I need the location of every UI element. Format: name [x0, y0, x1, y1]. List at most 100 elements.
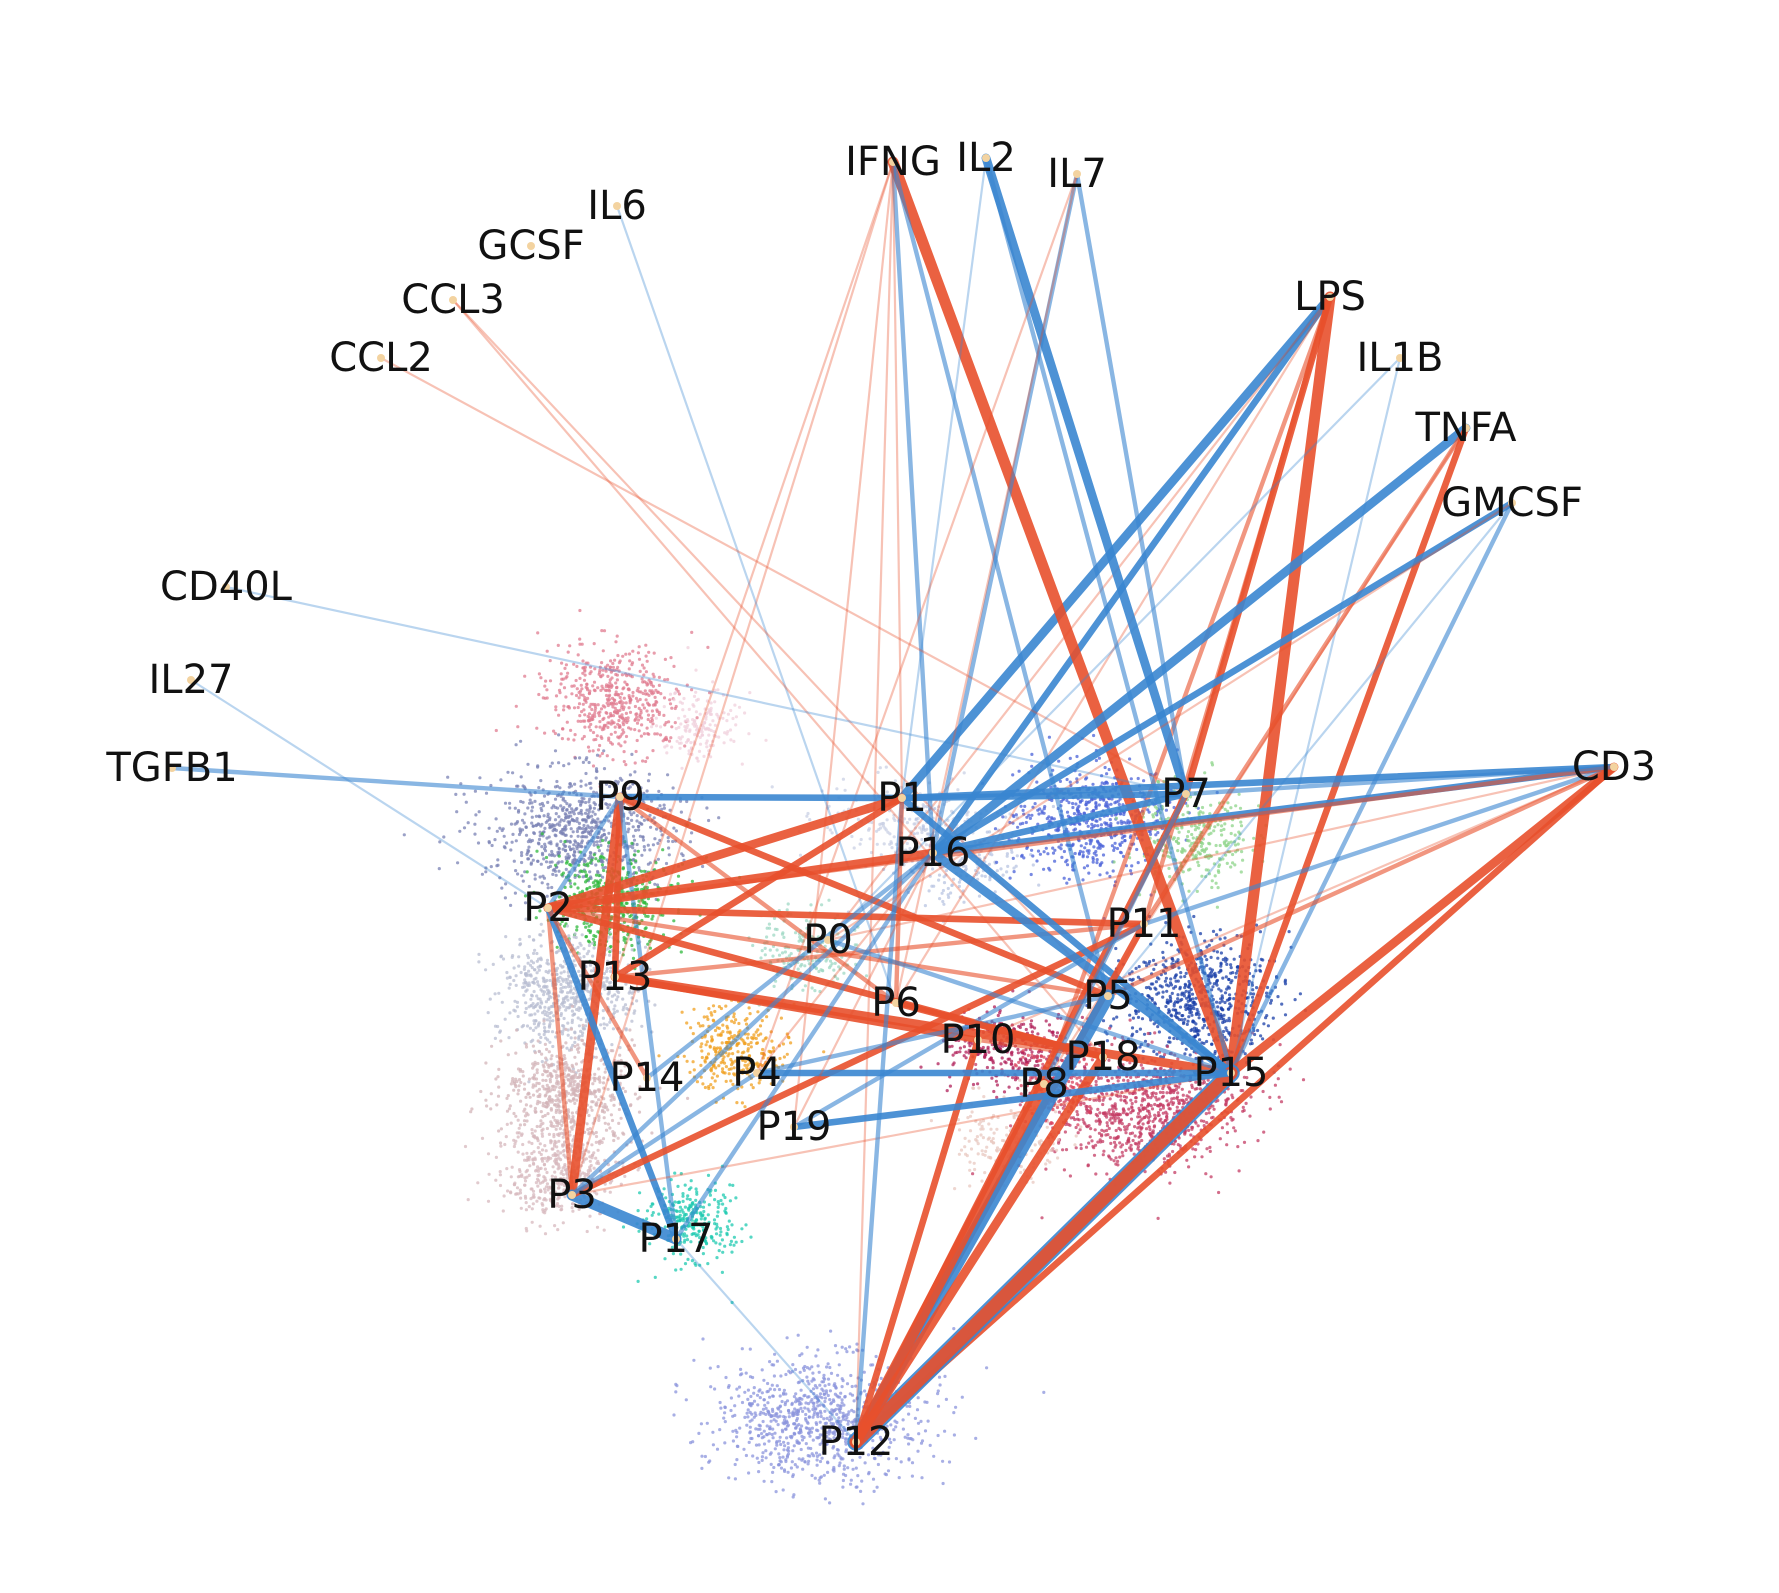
- node-label-p13: P13: [577, 954, 652, 1000]
- node-label-p18: P18: [1065, 1034, 1140, 1080]
- node-label-cd3: CD3: [1572, 744, 1656, 790]
- edge-p16-p15: [928, 848, 1236, 1078]
- edge-tnfa-p15: [1227, 424, 1470, 1077]
- node-p12: [852, 1438, 860, 1446]
- node-tgfb1: [168, 764, 176, 772]
- node-il1b: [1396, 354, 1404, 362]
- node-label-p12: P12: [818, 1419, 893, 1465]
- edge-p2-p17: [544, 904, 680, 1243]
- edge-ifng-p5: [890, 159, 1111, 999]
- edge-p15-p12: [849, 1066, 1238, 1449]
- node-cd3: [1610, 763, 1618, 771]
- cluster-p4: [657, 998, 826, 1109]
- node-label-ccl3: CCL3: [401, 277, 505, 323]
- edge-ccl3-p18: [451, 298, 1105, 1059]
- node-label-p16: P16: [895, 830, 970, 876]
- node-label-il7: IL7: [1047, 151, 1107, 197]
- edge-ccl2-p7: [379, 356, 1188, 796]
- edge-ifng-p15: [887, 156, 1237, 1079]
- edge-gmcsf-p15: [1228, 500, 1515, 1076]
- edge-p15-p19: [790, 1069, 1235, 1131]
- node-label-p8: P8: [1019, 1061, 1069, 1107]
- edge-tnfa-p11: [1141, 425, 1469, 927]
- edge-p1-p7: [898, 790, 1190, 802]
- edge-il7-p16: [930, 171, 1080, 856]
- edge-p13-p15: [610, 972, 1236, 1078]
- node-label-gcsf: GCSF: [477, 223, 584, 269]
- node-label-p14: P14: [609, 1055, 684, 1101]
- node-gcsf: [527, 242, 535, 250]
- node-gmcsf: [1508, 499, 1516, 507]
- edge-p9-p6: [617, 794, 899, 1006]
- edge-p2-p16: [543, 848, 938, 913]
- edge-p18-p12: [851, 1052, 1108, 1447]
- edge-ifng-p13: [613, 160, 895, 979]
- node-label-p2: P2: [523, 885, 573, 931]
- edge-p5-p4: [754, 993, 1111, 1076]
- edge-il2-p15: [983, 155, 1234, 1076]
- edge-tnfa-p16: [928, 423, 1471, 858]
- edge-lps-p15: [1225, 291, 1336, 1079]
- edge-tgfb1-p9: [169, 765, 623, 800]
- edge-il1b-p15: [1229, 356, 1402, 1075]
- edge-lps-p1: [897, 292, 1335, 803]
- edge-il6-p6: [615, 204, 898, 1005]
- edge-p6-p18: [892, 999, 1107, 1061]
- edge-p16-p7: [929, 790, 1190, 857]
- edge-lps-p16: [929, 293, 1334, 857]
- edge-p19-p16: [792, 851, 935, 1129]
- node-label-ifng: IFNG: [845, 139, 941, 185]
- node-ccl2: [377, 354, 385, 362]
- edge-cd3-p5: [1105, 764, 1617, 999]
- node-il27: [187, 676, 195, 684]
- node-label-il2: IL2: [956, 135, 1016, 181]
- edge-cd3-p15: [1226, 762, 1619, 1078]
- node-label-ccl2: CCL2: [329, 335, 433, 381]
- cluster-top-light-pink: [650, 646, 768, 770]
- node-p6: [892, 999, 900, 1007]
- edge-il1b-p0: [826, 356, 1402, 942]
- edge-p9-p17: [617, 794, 679, 1242]
- node-p16: [929, 849, 937, 857]
- cluster-p9: [402, 733, 721, 920]
- edge-p1-p6: [893, 795, 905, 1006]
- node-il6: [613, 202, 621, 210]
- edge-p8-p12: [850, 1078, 1050, 1448]
- node-p19: [790, 1123, 798, 1131]
- node-label-lps: LPS: [1294, 274, 1366, 320]
- edge-ifng-p1: [891, 160, 904, 800]
- edge-p9-p3: [567, 792, 625, 1200]
- edge-p9-p2: [545, 794, 623, 911]
- edge-il2-p7: [981, 153, 1191, 799]
- node-label-il27: IL27: [149, 657, 234, 703]
- edge-il7-p4: [755, 172, 1079, 1075]
- node-p1: [898, 794, 906, 802]
- edge-lps-p6: [894, 295, 1332, 1005]
- node-label-p10: P10: [940, 1017, 1015, 1063]
- edge-p17-p12: [674, 1237, 858, 1444]
- edge-il27-p2: [189, 678, 550, 910]
- node-label-il6: IL6: [587, 183, 647, 229]
- node-p18: [1099, 1053, 1107, 1061]
- node-p13: [611, 973, 619, 981]
- edge-p13-p1: [611, 794, 906, 981]
- node-p8: [1040, 1080, 1048, 1088]
- edge-il7-p7: [1074, 171, 1189, 797]
- edge-cd3-p1: [898, 763, 1618, 802]
- node-p2: [544, 904, 552, 912]
- node-label-p6: P6: [871, 980, 921, 1026]
- node-label-tgfb1: TGFB1: [105, 745, 237, 791]
- node-p10: [974, 1036, 982, 1044]
- edge-p9-p5: [616, 793, 1112, 1000]
- node-p0: [824, 936, 832, 944]
- edge-p2-p1: [543, 793, 907, 913]
- edge-p13-p11: [612, 921, 1147, 980]
- node-lps: [1326, 293, 1334, 301]
- node-p7: [1182, 790, 1190, 798]
- edge-p3-p11: [568, 920, 1148, 1199]
- node-label-p9: P9: [595, 774, 645, 820]
- edge-cd3-p7: [1183, 764, 1617, 797]
- edge-p0-p15: [825, 937, 1234, 1076]
- node-p4: [753, 1069, 761, 1077]
